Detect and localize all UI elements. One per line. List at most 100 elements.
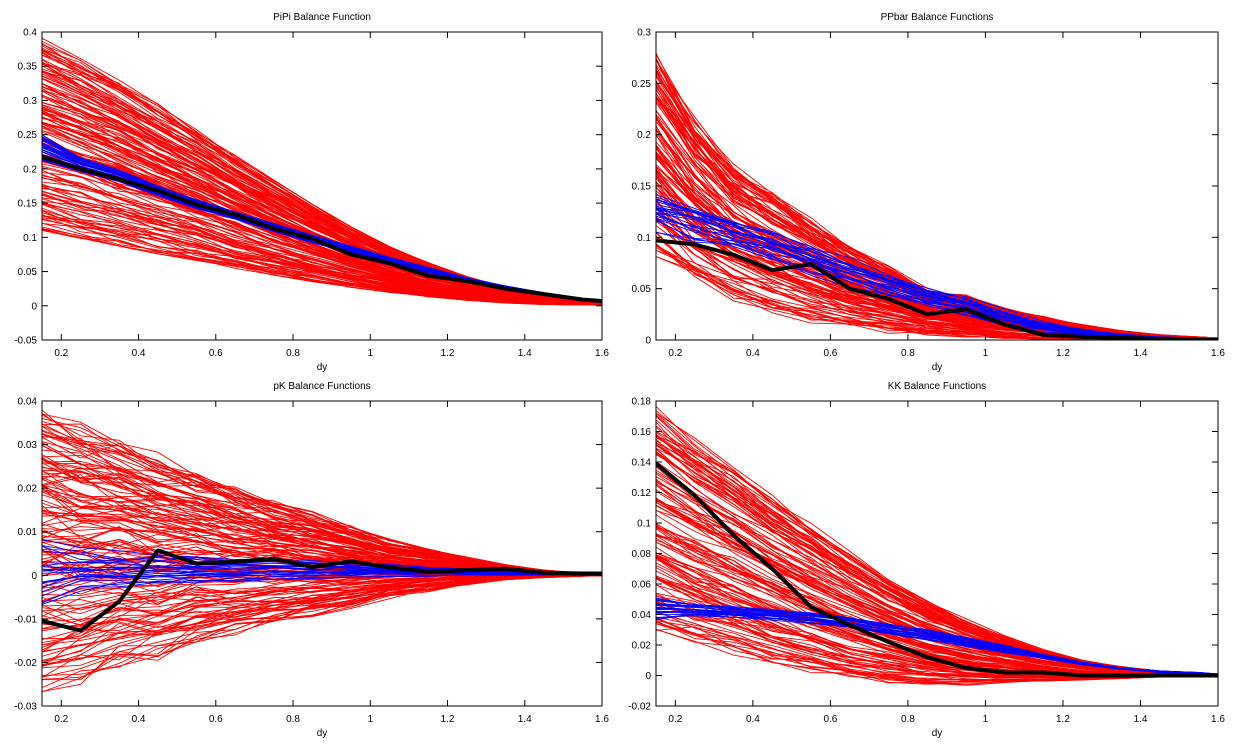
x-axis-label: dy — [932, 362, 943, 373]
x-tick-label: 1.2 — [441, 714, 455, 725]
x-tick-label: 0.8 — [901, 714, 915, 725]
series-reference — [42, 154, 602, 303]
y-tick-label: 0.2 — [637, 130, 651, 141]
x-tick-label: 0.2 — [668, 714, 682, 725]
x-tick-label: 1 — [983, 714, 989, 725]
y-tick-label: 0.35 — [18, 62, 38, 73]
chart-panel-3: pK Balance Functions dy 0.2 0.4 0.6 0.8 1 1.2 1.… — [14, 381, 609, 739]
x-axis-label: dy — [932, 728, 943, 739]
x-tick-label: 0.2 — [668, 348, 682, 359]
y-tick-label: 0.01 — [18, 527, 38, 538]
series-band — [656, 597, 1218, 676]
y-tick-label: 0.12 — [632, 488, 652, 499]
y-tick-label: 0.1 — [637, 233, 651, 244]
y-tick-label: 0.3 — [23, 96, 37, 107]
x-tick-label: 1.6 — [595, 714, 609, 725]
y-tick-label: 0.4 — [23, 28, 37, 39]
y-tick-label: 0.16 — [632, 427, 652, 438]
x-tick-label: 0.8 — [901, 348, 915, 359]
y-tick-label: 0.08 — [632, 549, 652, 560]
y-tick-label: -0.05 — [14, 336, 37, 347]
y-tick-label: -0.02 — [628, 702, 651, 713]
ensemble-curve — [42, 159, 602, 305]
x-tick-label: 0.6 — [209, 348, 223, 359]
y-tick-label: 0.25 — [18, 130, 38, 141]
x-tick-label: 1.6 — [1211, 714, 1225, 725]
ensemble-curve — [42, 414, 602, 575]
x-tick-label: 0.4 — [746, 714, 760, 725]
plot-area — [42, 409, 602, 693]
ensemble-curve — [42, 181, 602, 305]
series-reference — [42, 548, 602, 633]
x-tick-label: 1.2 — [1056, 348, 1070, 359]
y-tick-label: 0 — [31, 301, 37, 312]
y-tick-label: 0.18 — [632, 397, 652, 408]
x-tick-label: 1.4 — [1134, 714, 1148, 725]
x-tick-label: 1.2 — [1056, 714, 1070, 725]
x-tick-label: 0.6 — [823, 714, 837, 725]
series-reference — [656, 461, 1218, 678]
y-tick-label: 0.15 — [632, 182, 652, 193]
ensemble-curve — [42, 83, 602, 304]
series-ensemble — [656, 406, 1218, 686]
chart-panel-1: PiPi Balance Function dy 0.2 0.4 0.6 0.8 1 1.2 1… — [14, 12, 609, 373]
reference-line — [656, 461, 1218, 678]
chart-title: PPbar Balance Functions — [881, 12, 994, 23]
ensemble-curve — [42, 191, 602, 305]
chart-title: pK Balance Functions — [273, 381, 370, 392]
ensemble-curve — [656, 628, 1218, 686]
chart-title: KK Balance Functions — [888, 381, 986, 392]
chart-panel-4: KK Balance Functions dy 0.2 0.4 0.6 0.8 1 1.2 1.… — [628, 381, 1225, 739]
x-tick-label: 0.4 — [746, 348, 760, 359]
x-tick-label: 0.6 — [823, 348, 837, 359]
x-tick-label: 1 — [983, 348, 989, 359]
x-tick-label: 1.2 — [441, 348, 455, 359]
band-curve — [42, 565, 602, 575]
y-tick-label: 0.14 — [632, 458, 652, 469]
y-tick-label: 0 — [645, 671, 651, 682]
y-tick-label: 0.15 — [18, 199, 38, 210]
x-tick-label: 0.2 — [54, 348, 68, 359]
band-curve — [656, 597, 1218, 675]
y-tick-label: 0.02 — [18, 484, 38, 495]
ensemble-curve — [656, 256, 1218, 340]
ensemble-curve — [656, 534, 1218, 676]
y-tick-label: 0 — [31, 571, 37, 582]
ensemble-curve — [42, 413, 602, 575]
chart-title: PiPi Balance Function — [273, 12, 371, 23]
y-tick-label: 0.04 — [632, 610, 652, 621]
ensemble-curve — [42, 207, 602, 306]
y-tick-label: 0.04 — [18, 397, 38, 408]
plot-area — [656, 406, 1218, 686]
chart-panel-2: PPbar Balance Functions dy 0.2 0.4 0.6 0.8 1 1.… — [632, 12, 1226, 373]
x-tick-label: 1 — [367, 714, 373, 725]
x-axis-label: dy — [317, 362, 328, 373]
plot-frame — [41, 31, 603, 341]
x-axis-label: dy — [317, 728, 328, 739]
y-tick-label: 0.1 — [23, 233, 37, 244]
series-ensemble — [42, 409, 602, 693]
x-tick-label: 1.6 — [1211, 348, 1225, 359]
x-tick-label: 1.4 — [518, 348, 532, 359]
ensemble-curve — [656, 533, 1218, 676]
x-tick-label: 1.4 — [1134, 348, 1148, 359]
ensemble-curve — [42, 574, 602, 622]
y-tick-label: -0.01 — [14, 614, 37, 625]
plot-area — [42, 37, 602, 306]
ensemble-curve — [42, 575, 602, 652]
y-tick-label: 0.2 — [23, 164, 37, 175]
ensemble-curve — [42, 109, 602, 304]
reference-line — [42, 154, 602, 303]
band-curve — [656, 610, 1218, 675]
y-tick-label: 0.02 — [632, 641, 652, 652]
x-tick-label: 0.4 — [132, 348, 146, 359]
reference-line — [42, 548, 602, 633]
x-tick-label: 0.8 — [286, 714, 300, 725]
ensemble-curve — [42, 134, 602, 304]
y-tick-label: 0.05 — [632, 284, 652, 295]
y-tick-label: -0.02 — [14, 658, 37, 669]
x-tick-label: 0.8 — [286, 348, 300, 359]
y-tick-label: 0.06 — [632, 580, 652, 591]
